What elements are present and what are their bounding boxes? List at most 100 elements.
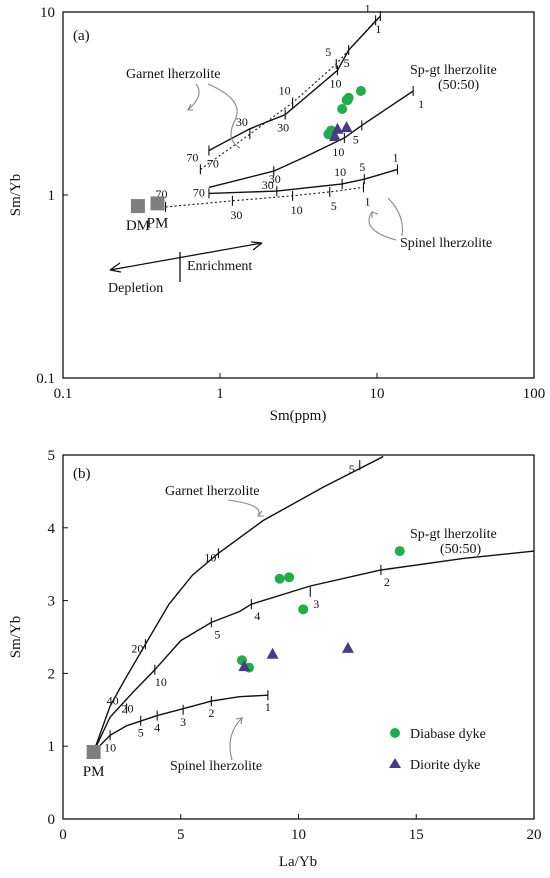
diabase-dyke-point (337, 104, 348, 115)
panel-a-spinel-arrow-left (368, 210, 397, 241)
melt-fraction-label: 70 (207, 157, 219, 171)
model-curve (208, 90, 414, 189)
melt-fraction-label: 20 (122, 701, 134, 715)
y-tick-label: 0.1 (36, 371, 55, 387)
legend-label-diorite: Diorite dyke (410, 758, 480, 773)
panel-a-x-axis-label: Sm(ppm) (270, 408, 327, 424)
melt-fraction-label: 5 (214, 627, 220, 641)
melt-fraction-label: 40 (107, 693, 119, 707)
melt-fraction-label: 1 (265, 700, 271, 714)
panel-b-label: (b) (73, 466, 91, 482)
model-curve (92, 550, 535, 753)
legend-marker-diabase (390, 728, 400, 738)
panel-a-y-axis-label: Sm/Yb (8, 174, 24, 217)
panel-a-garnet-arrow-left (186, 83, 200, 111)
panel-b-garnet-label: Garnet lherzolite (165, 484, 259, 499)
panel-b-x-ticks: 0 5 10 15 20 (59, 814, 542, 843)
panel-a-spinel-arrow-right (387, 197, 403, 237)
panel-a: (a) 0.1 1 10 100 0.1 1 10 Sm(ppm) Sm/Yb 70 30 1… (8, 1, 545, 424)
panel-a-garnet-label: Garnet lherzolite (126, 67, 220, 82)
diorite-dyke-point (340, 121, 353, 133)
diabase-dyke-point (274, 573, 285, 584)
melt-fraction-label: 30 (230, 208, 242, 222)
melt-fraction-label: 70 (193, 185, 205, 199)
y-tick-label: 4 (48, 521, 56, 537)
diorite-dyke-point (266, 647, 279, 659)
y-tick-label: 5 (48, 448, 56, 464)
x-tick-label: 10 (291, 827, 306, 843)
panel-a-label: (a) (73, 28, 90, 44)
melt-fraction-label: 10 (291, 203, 303, 217)
reference-point-marker (86, 745, 101, 760)
melt-fraction-label: 3 (313, 597, 319, 611)
y-tick-label: 10 (40, 5, 55, 21)
panel-b-spinel-label: Spinel lherzolite (170, 759, 262, 774)
melt-fraction-label: 5 (138, 726, 144, 740)
melt-fraction-label: 4 (154, 721, 160, 735)
panel-b-spgt-label-ratio: (50:50) (440, 542, 482, 557)
melt-fraction-label: 4 (254, 609, 260, 623)
melt-fraction-label: 5 (353, 132, 359, 146)
y-tick-label: 0 (48, 812, 56, 828)
panel-b-spgt-label: Sp-gt lherzolite (410, 527, 497, 542)
panel-a-enrichment-arrowhead (250, 241, 263, 251)
y-tick-label: 2 (48, 666, 56, 682)
panel-b-y-ticks: 0 1 2 3 4 5 (48, 448, 68, 828)
diorite-dyke-point (238, 660, 251, 672)
melt-fraction-label: 2 (208, 706, 214, 720)
melt-fraction-label: 10 (332, 145, 344, 159)
melt-fraction-label: 1 (375, 22, 381, 36)
panel-a-trend-line (109, 242, 263, 271)
melt-fraction-label: 30 (269, 172, 281, 186)
melt-fraction-label: 5 (349, 462, 355, 476)
panel-b-samples (236, 546, 405, 673)
panel-b-garnet-arrow (227, 499, 264, 517)
panel-a-spgt-label-ratio: (50:50) (438, 78, 480, 93)
panel-a-depletion-label: Depletion (108, 281, 163, 296)
melt-fraction-label: 2 (384, 575, 390, 589)
melt-fraction-label: 5 (344, 56, 350, 70)
diabase-dyke-point (284, 572, 295, 583)
diorite-dyke-point (341, 641, 354, 653)
reference-point-label: PM (83, 764, 105, 780)
legend-label-diabase: Diabase dyke (410, 727, 486, 742)
melt-fraction-label: 1 (364, 194, 370, 208)
diabase-dyke-point (355, 86, 366, 97)
panel-a-enrichment-label: Enrichment (187, 259, 252, 274)
melt-fraction-label: 20 (131, 641, 143, 655)
legend-marker-diorite (389, 758, 401, 768)
melt-fraction-label: 30 (236, 115, 248, 129)
melt-fraction-label: 10 (155, 675, 167, 689)
reference-point-label: DM (126, 218, 150, 234)
melt-fraction-label: 10 (279, 84, 291, 98)
panel-a-garnet-arrow-right (207, 83, 241, 149)
melt-fraction-label: 10 (104, 740, 116, 754)
x-tick-label: 5 (177, 827, 185, 843)
melt-fraction-label: 5 (325, 45, 331, 59)
y-tick-label: 1 (48, 188, 56, 204)
y-tick-label: 1 (48, 739, 56, 755)
panel-b-x-axis-label: La/Yb (279, 854, 317, 870)
panel-a-spgt-label: Sp-gt lherzolite (410, 63, 497, 78)
reference-point-label: PM (147, 215, 169, 231)
model-curve (92, 455, 384, 753)
panel-a-depletion-arrowhead (109, 262, 122, 273)
melt-fraction-label: 70 (186, 150, 198, 164)
x-tick-label: 10 (370, 386, 385, 402)
melt-fraction-label: 30 (262, 178, 274, 192)
melt-fraction-label: 10 (334, 165, 346, 179)
diorite-dyke-point (331, 122, 344, 134)
x-tick-label: 0.1 (54, 386, 73, 402)
panel-b-y-axis-label: Sm/Yb (8, 616, 24, 659)
melt-fraction-label: 1 (392, 150, 398, 164)
diorite-dyke-point (328, 130, 341, 142)
model-curve (93, 694, 268, 753)
panel-b-spinel-arrow (229, 717, 244, 761)
melt-fraction-label: 10 (204, 550, 216, 564)
x-tick-label: 20 (527, 827, 542, 843)
melt-fraction-label: 1 (418, 97, 424, 111)
melt-fraction-label: 5 (331, 199, 337, 213)
